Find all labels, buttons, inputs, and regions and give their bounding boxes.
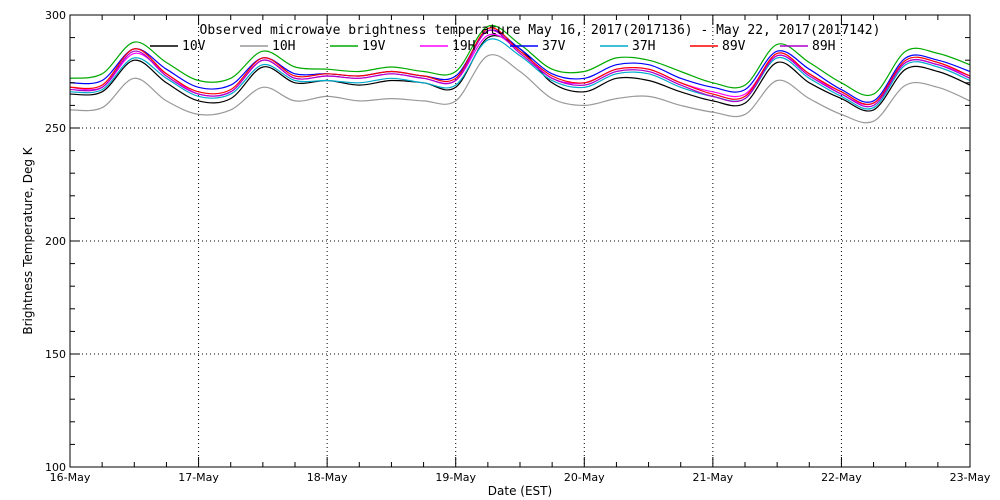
x-tick-label: 20-May: [564, 471, 605, 484]
axis-ticks: [69, 14, 971, 468]
legend-label-19v: 19V: [362, 39, 386, 54]
y-tick-label: 100: [45, 461, 66, 474]
series-line-37h: [69, 38, 971, 110]
x-tick-label: 22-May: [821, 471, 862, 484]
tick-labels: 100 150 200 250 300 16-May 17-May 18-May 19-May 2…: [45, 9, 991, 484]
x-tick-label: 21-May: [692, 471, 733, 484]
x-tick-label: 17-May: [178, 471, 219, 484]
series-line-89h: [69, 29, 971, 108]
legend-label-10v: 10V: [182, 39, 206, 54]
x-tick-label: 23-May: [950, 471, 991, 484]
series-line-89v: [69, 27, 971, 105]
chart-title: Observed microwave brightness temperatur…: [200, 23, 881, 38]
y-tick-label: 150: [45, 348, 66, 361]
legend-label-89v: 89V: [722, 39, 746, 54]
legend-label-19h: 19H: [452, 39, 475, 54]
y-tick-label: 200: [45, 235, 66, 248]
series-line-37v: [69, 29, 971, 103]
legend-label-37h: 37H: [632, 39, 655, 54]
x-axis-title: Date (EST): [488, 484, 552, 498]
series-lines: [69, 24, 971, 124]
x-tick-label: 18-May: [307, 471, 348, 484]
legend: 10V 10H 19V 19H 37V 37H 89V 89H: [150, 39, 835, 54]
legend-label-89h: 89H: [812, 39, 835, 54]
y-tick-label: 300: [45, 9, 66, 22]
y-tick-label: 250: [45, 122, 66, 135]
legend-label-10h: 10H: [272, 39, 295, 54]
series-line-10h: [69, 54, 971, 124]
x-tick-label: 16-May: [50, 471, 91, 484]
y-axis-title: Brightness Temperature, Deg K: [21, 146, 35, 334]
x-tick-label: 19-May: [435, 471, 476, 484]
series-line-19v: [69, 24, 971, 96]
legend-label-37v: 37V: [542, 39, 566, 54]
gridlines: [70, 15, 970, 467]
